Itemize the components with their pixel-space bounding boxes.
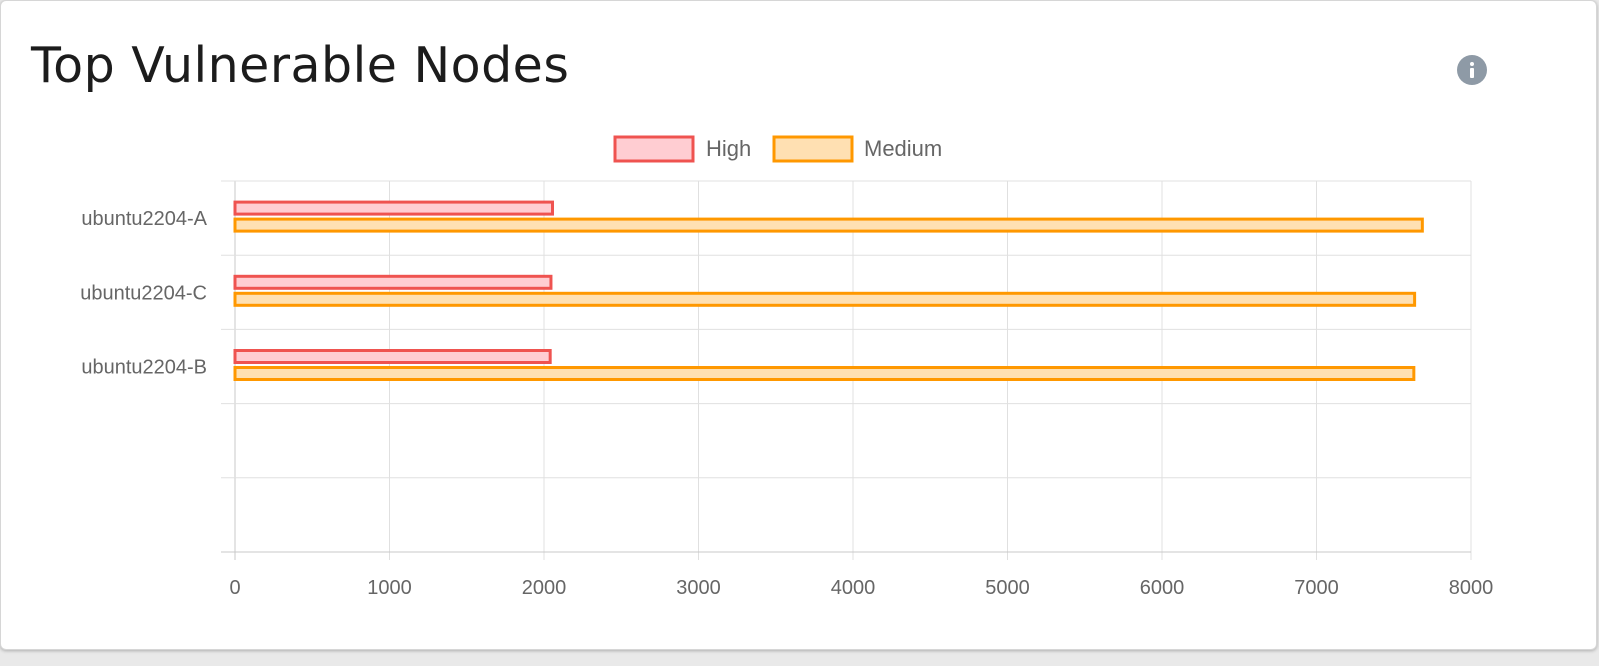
- legend-swatch-medium[interactable]: [772, 135, 854, 163]
- bar-medium-ubuntu2204-a[interactable]: [233, 217, 1424, 233]
- x-tick-label: 7000: [1294, 577, 1339, 599]
- x-tick-label: 2000: [522, 577, 567, 599]
- legend-label-high[interactable]: High: [706, 136, 751, 161]
- bar-high-ubuntu2204-a[interactable]: [233, 200, 554, 216]
- x-tick-label: 1000: [367, 577, 412, 599]
- card-title: Top Vulnerable Nodes: [31, 37, 570, 94]
- bar-high-ubuntu2204-c[interactable]: [233, 274, 553, 290]
- bar-medium-ubuntu2204-c[interactable]: [233, 291, 1417, 307]
- x-tick-label: 5000: [985, 577, 1030, 599]
- bar-high-ubuntu2204-b[interactable]: [233, 349, 552, 364]
- y-tick-label: ubuntu2204-B: [81, 357, 207, 379]
- y-tick-label: ubuntu2204-A: [81, 208, 207, 230]
- bar-medium-ubuntu2204-b[interactable]: [233, 366, 1416, 381]
- x-tick-label: 0: [229, 577, 240, 599]
- x-tick-label: 4000: [831, 577, 876, 599]
- legend-label-medium[interactable]: Medium: [864, 136, 942, 161]
- vulnerable-nodes-card: Top Vulnerable Nodes: [0, 0, 1597, 650]
- info-icon[interactable]: [1457, 55, 1487, 85]
- x-tick-label: 6000: [1140, 577, 1185, 599]
- legend-swatch-high[interactable]: [613, 135, 695, 163]
- x-tick-label: 8000: [1449, 577, 1494, 599]
- x-tick-label: 3000: [676, 577, 721, 599]
- y-tick-label: ubuntu2204-C: [80, 282, 207, 304]
